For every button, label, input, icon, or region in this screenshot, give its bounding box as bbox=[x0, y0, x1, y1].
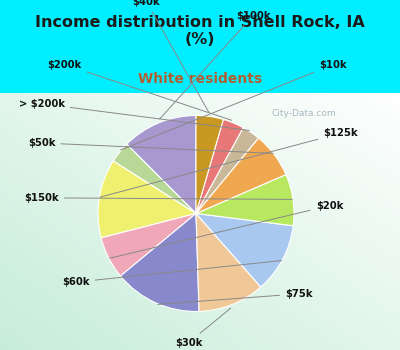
Text: Income distribution in Shell Rock, IA
(%): Income distribution in Shell Rock, IA (%… bbox=[35, 15, 365, 47]
Wedge shape bbox=[127, 116, 196, 214]
Text: City-Data.com: City-Data.com bbox=[272, 109, 337, 118]
Text: $10k: $10k bbox=[120, 60, 347, 150]
Text: $50k: $50k bbox=[28, 138, 273, 153]
Wedge shape bbox=[113, 144, 196, 214]
Text: $150k: $150k bbox=[24, 193, 292, 203]
Wedge shape bbox=[101, 214, 196, 276]
Wedge shape bbox=[196, 116, 223, 214]
Text: $60k: $60k bbox=[62, 260, 282, 287]
Wedge shape bbox=[196, 175, 294, 226]
Text: $125k: $125k bbox=[100, 128, 358, 197]
Text: > $200k: > $200k bbox=[19, 99, 250, 131]
Text: $200k: $200k bbox=[47, 60, 232, 120]
Wedge shape bbox=[98, 161, 196, 238]
Text: $100k: $100k bbox=[160, 10, 270, 119]
Text: $20k: $20k bbox=[110, 201, 343, 258]
Text: $75k: $75k bbox=[158, 289, 313, 304]
Wedge shape bbox=[196, 214, 293, 287]
Wedge shape bbox=[196, 138, 286, 214]
Wedge shape bbox=[196, 214, 261, 312]
Wedge shape bbox=[120, 214, 199, 312]
Wedge shape bbox=[196, 119, 243, 214]
Text: $30k: $30k bbox=[175, 308, 231, 348]
Text: White residents: White residents bbox=[138, 72, 262, 86]
Wedge shape bbox=[196, 128, 258, 214]
Text: $40k: $40k bbox=[133, 0, 209, 112]
